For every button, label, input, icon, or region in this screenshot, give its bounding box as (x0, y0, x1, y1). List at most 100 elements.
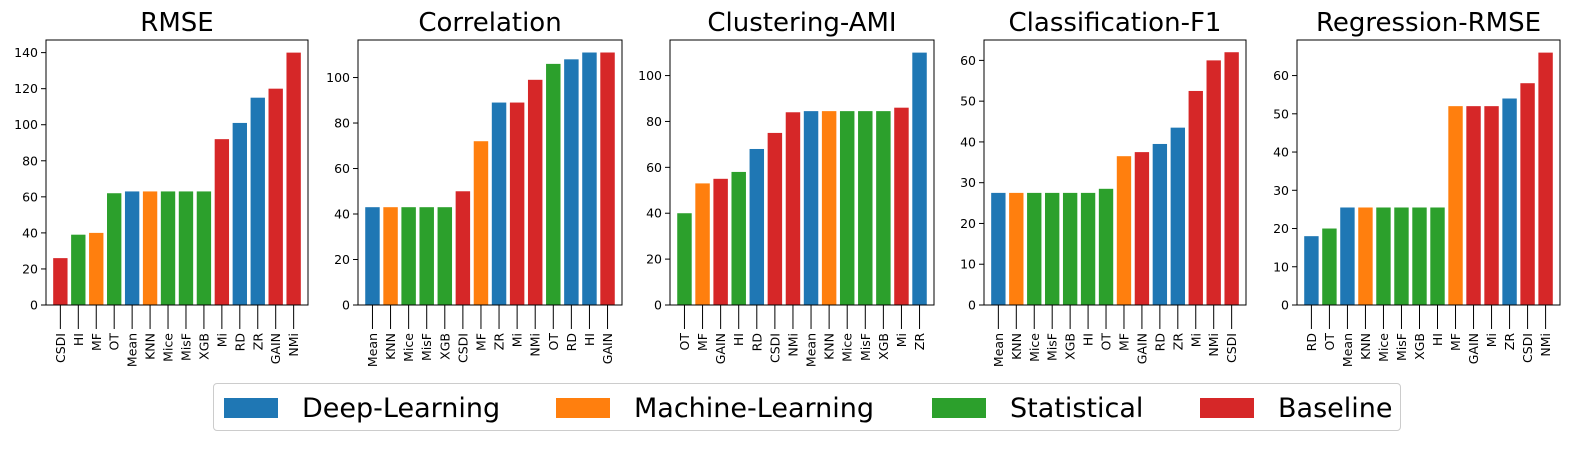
bar-hi (731, 171, 746, 305)
chart-title: Clustering-AMI (707, 8, 896, 38)
legend-label: Deep-Learning (302, 392, 501, 424)
y-tick-label: 0 (30, 298, 38, 313)
bar-mf (473, 141, 489, 305)
x-tick-label: KNN (1358, 333, 1373, 360)
x-tick-label: MF (695, 333, 710, 351)
x-tick-label: GAIN (600, 333, 615, 364)
y-tick-label: 40 (22, 225, 38, 240)
bar-zr (912, 52, 927, 306)
bar-mf (695, 183, 710, 305)
bar-mi (1188, 90, 1203, 306)
y-tick-label: 30 (960, 175, 976, 190)
bar-mean (124, 191, 140, 305)
y-tick-label: 50 (960, 94, 976, 109)
legend-item-deep-learning: Deep-Learning (224, 384, 500, 432)
x-tick-label: KNN (1009, 333, 1024, 360)
x-tick-label: KNN (822, 333, 837, 360)
x-tick-label: MF (1448, 333, 1463, 351)
x-tick-label: NMi (528, 333, 543, 357)
x-tick-label: Mean (365, 333, 380, 367)
x-tick-label: ZR (1170, 333, 1185, 351)
x-tick-label: HI (71, 333, 86, 346)
bar-rd (1152, 143, 1168, 305)
y-tick-label: 120 (14, 81, 38, 96)
x-tick-label: CSDI (53, 333, 68, 363)
y-tick-label: 60 (960, 53, 976, 68)
bar-zr (1170, 127, 1185, 306)
bar-mf (1116, 156, 1132, 305)
x-tick-label: MisF (1394, 333, 1409, 361)
x-tick-label: NMi (1206, 333, 1221, 357)
x-tick-label: KNN (143, 333, 158, 360)
x-tick-label: OT (107, 333, 122, 351)
y-tick-label: 40 (646, 206, 662, 221)
x-tick-label: CSDI (1520, 333, 1535, 363)
x-tick-label: OT (1322, 333, 1337, 351)
bar-xgb (437, 207, 453, 305)
bar-knn (1009, 192, 1024, 305)
bar-xgb (876, 111, 891, 305)
legend-label: Baseline (1278, 392, 1393, 424)
x-tick-label: XGB (1412, 333, 1427, 360)
chart-panel-rmse: CSDI HI MF OT Mean KNN Mice MisF XGB Mi RD ZR GAIN NM… (14, 8, 309, 367)
x-tick-label: ZR (1502, 333, 1517, 351)
bar-xgb (196, 191, 212, 305)
x-tick-label: RD (1304, 333, 1319, 351)
x-tick-label: GAIN (713, 333, 728, 364)
chart-title: Regression-RMSE (1316, 8, 1541, 38)
x-tick-label: OT (1099, 333, 1114, 351)
bar-mf (89, 232, 104, 305)
y-tick-label: 20 (960, 216, 976, 231)
x-tick-label: GAIN (1466, 333, 1481, 364)
x-tick-label: Mice (1376, 333, 1391, 362)
y-tick-label: 0 (968, 298, 976, 313)
bar-rd (564, 59, 579, 305)
bar-mi (894, 107, 909, 306)
bar-knn (1358, 207, 1373, 305)
chart-title: Classification-F1 (1009, 8, 1222, 38)
bar-ot (677, 213, 692, 305)
y-tick-label: 100 (14, 117, 38, 132)
y-tick-label: 100 (326, 70, 350, 85)
axes-frame (357, 39, 623, 306)
bar-mi (509, 102, 525, 305)
bar-mice (1376, 207, 1391, 305)
bar-hi (1080, 192, 1096, 305)
y-tick-label: 20 (646, 252, 662, 267)
bar-ot (107, 193, 122, 305)
y-tick-label: 20 (22, 261, 38, 276)
x-tick-label: GAIN (1134, 333, 1149, 364)
bar-mice (401, 207, 416, 305)
bar-csdi (455, 191, 471, 305)
x-tick-label: RD (232, 333, 247, 351)
bar-knn (821, 111, 837, 305)
x-tick-label: XGB (196, 333, 211, 360)
bar-nmi (527, 79, 543, 305)
bar-mean (803, 111, 819, 305)
bar-mice (1027, 192, 1042, 305)
x-tick-label: HI (582, 333, 597, 346)
bar-misf (419, 207, 434, 305)
x-tick-label: KNN (383, 333, 398, 360)
bar-misf (178, 191, 194, 305)
x-tick-label: HI (1430, 333, 1445, 346)
x-tick-label: OT (546, 333, 561, 351)
x-tick-label: Mi (214, 333, 229, 347)
bar-hi (1430, 207, 1445, 305)
bar-xgb (1062, 192, 1078, 305)
bar-rd (749, 148, 765, 305)
x-tick-label: XGB (1063, 333, 1078, 360)
bar-rd (232, 122, 247, 306)
y-tick-label: 40 (1273, 145, 1289, 160)
legend-swatch-statistical (932, 398, 986, 418)
bar-hi (582, 52, 597, 306)
x-tick-label: CSDI (1224, 333, 1239, 363)
chart-panel-clustering-ami: OT MF GAIN HI RD CSDI NMi Mean KNN Mice MisF XGB Mi Z… (638, 8, 935, 367)
x-tick-label: HI (1081, 333, 1096, 346)
chart-title: Correlation (418, 8, 561, 38)
x-tick-label: Mice (840, 333, 855, 362)
axes-frame (1296, 39, 1561, 306)
bar-ot (546, 63, 561, 305)
x-tick-label: Mi (1484, 333, 1499, 347)
bar-misf (1045, 192, 1060, 305)
